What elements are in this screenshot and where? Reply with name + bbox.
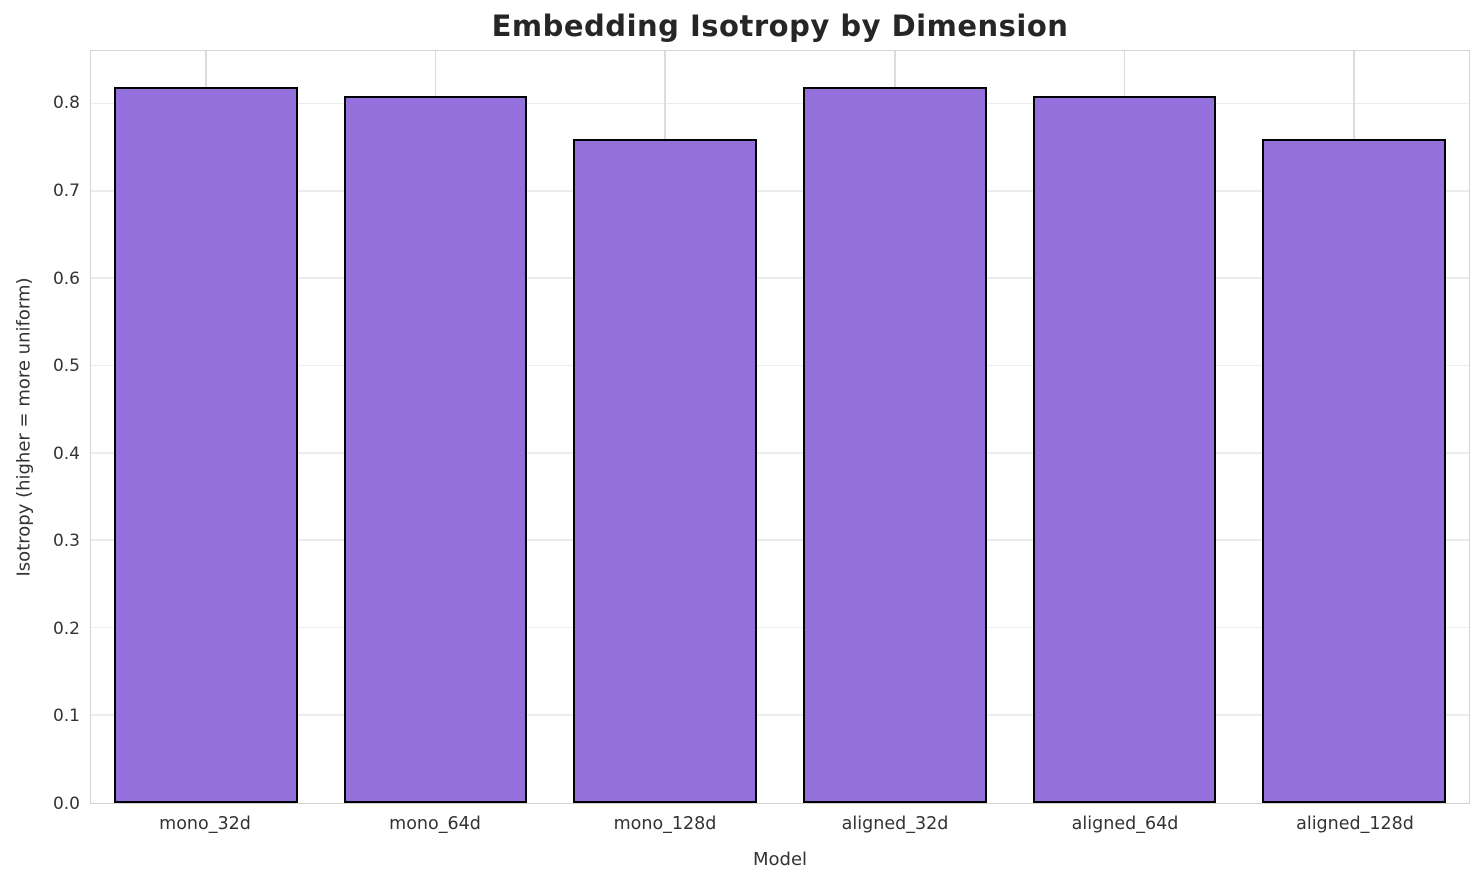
y-axis-ticks: 0.0 0.1 0.2 0.3 0.4 0.5 0.6 0.7 0.8 xyxy=(0,50,80,813)
x-tick-label: mono_64d xyxy=(389,814,481,834)
y-tick-label: 0.5 xyxy=(52,356,80,377)
h-gridline xyxy=(91,714,1469,716)
x-tick-label: mono_32d xyxy=(159,814,251,834)
y-tick-label: 0.4 xyxy=(52,443,80,464)
h-gridline xyxy=(91,277,1469,279)
bar-aligned_128d xyxy=(1262,139,1447,803)
y-tick-label: 0.2 xyxy=(52,618,80,639)
bar-aligned_32d xyxy=(802,86,987,803)
h-gridline xyxy=(91,452,1469,454)
x-axis-ticks: mono_32d mono_64d mono_128d aligned_32d alig… xyxy=(90,814,1470,838)
y-tick-label: 0.6 xyxy=(52,268,80,289)
bar-mono_128d xyxy=(573,139,758,803)
x-tick-label: mono_128d xyxy=(613,814,717,834)
plot-area xyxy=(90,50,1470,804)
h-gridline xyxy=(91,190,1469,192)
x-tick-label: aligned_128d xyxy=(1296,814,1414,834)
bar-mono_32d xyxy=(113,86,298,803)
y-tick-label: 0.8 xyxy=(52,93,80,114)
x-tick-label: aligned_64d xyxy=(1071,814,1179,834)
y-tick-label: 0.0 xyxy=(52,794,80,814)
h-gridline xyxy=(91,539,1469,541)
h-gridline xyxy=(91,364,1469,367)
h-gridline xyxy=(91,626,1469,629)
bar-mono_64d xyxy=(343,95,528,803)
h-gridline xyxy=(91,102,1469,105)
x-tick-label: aligned_32d xyxy=(841,814,949,834)
x-axis-label: Model xyxy=(752,849,808,870)
bar-aligned_64d xyxy=(1032,95,1217,803)
chart-title: Embedding Isotropy by Dimension xyxy=(491,9,1069,43)
y-tick-label: 0.3 xyxy=(52,531,80,552)
y-tick-label: 0.1 xyxy=(52,706,80,727)
y-tick-label: 0.7 xyxy=(52,181,80,201)
